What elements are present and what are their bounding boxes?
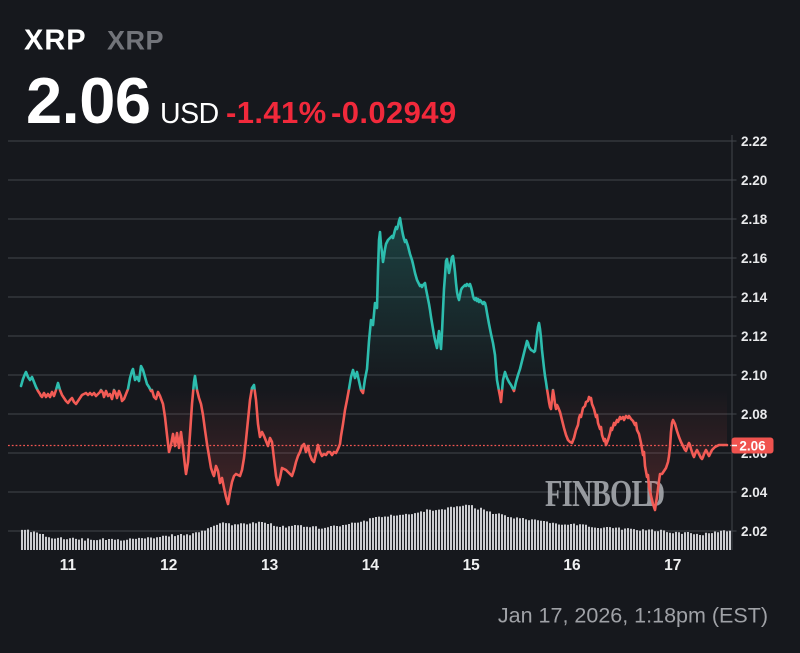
svg-text:XRP: XRP	[107, 26, 164, 56]
svg-text:2.06: 2.06	[739, 438, 766, 453]
svg-text:FINBOLD: FINBOLD	[545, 473, 664, 515]
svg-text:-1.41%: -1.41%	[226, 95, 327, 130]
svg-text:2.12: 2.12	[741, 329, 767, 344]
svg-text:15: 15	[463, 557, 481, 574]
svg-text:-0.02949: -0.02949	[331, 95, 457, 130]
svg-text:2.02: 2.02	[741, 524, 767, 539]
svg-text:2.22: 2.22	[741, 134, 767, 149]
svg-text:2.04: 2.04	[741, 485, 768, 500]
svg-text:13: 13	[261, 557, 279, 574]
svg-text:2.18: 2.18	[741, 212, 768, 227]
svg-text:2.08: 2.08	[741, 407, 768, 422]
svg-text:14: 14	[362, 557, 380, 574]
svg-text:11: 11	[60, 557, 77, 574]
svg-text:2.10: 2.10	[741, 368, 767, 383]
svg-text:2.16: 2.16	[741, 251, 768, 266]
svg-text:Jan 17, 2026, 1:18pm (EST): Jan 17, 2026, 1:18pm (EST)	[498, 604, 768, 628]
svg-text:16: 16	[563, 557, 581, 574]
svg-text:2.14: 2.14	[741, 290, 768, 305]
svg-text:2.06: 2.06	[26, 64, 151, 137]
svg-text:17: 17	[664, 557, 681, 574]
svg-text:12: 12	[160, 557, 177, 574]
svg-text:USD: USD	[160, 98, 219, 130]
svg-text:XRP: XRP	[24, 25, 87, 57]
svg-text:2.20: 2.20	[741, 173, 767, 188]
